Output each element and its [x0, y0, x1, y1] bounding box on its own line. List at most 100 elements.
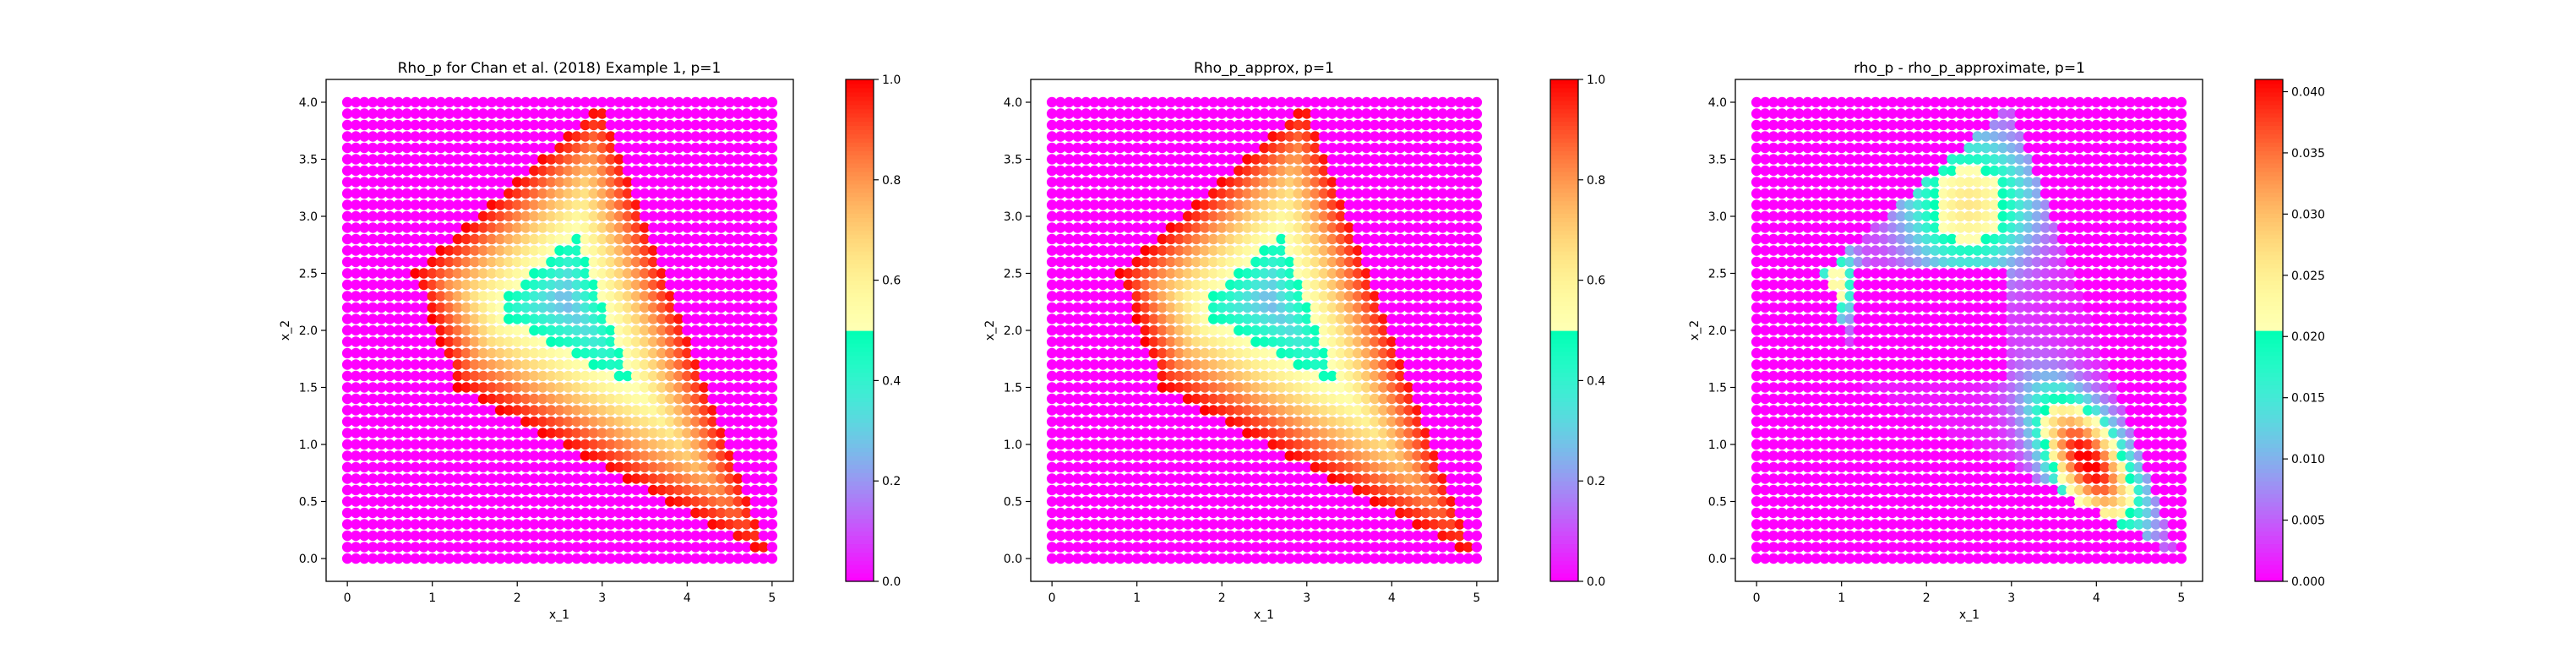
scatter-point: [580, 382, 591, 393]
scatter-point: [477, 210, 489, 222]
scatter-point: [469, 131, 481, 142]
scatter-point: [418, 313, 429, 324]
colorbar-segment: [1550, 259, 1578, 264]
scatter-point: [766, 347, 778, 359]
scatter-point: [613, 484, 625, 496]
scatter-point: [504, 484, 515, 496]
scatter-point: [418, 222, 429, 233]
scatter-point: [452, 416, 463, 428]
scatter-point: [359, 188, 370, 199]
scatter-point: [529, 154, 540, 165]
scatter-point: [504, 324, 515, 336]
scatter-point: [613, 131, 625, 142]
scatter-point: [460, 484, 472, 496]
scatter-point: [351, 553, 362, 564]
scatter-point: [393, 553, 404, 564]
scatter-point: [647, 370, 659, 382]
colorbar-segment: [1550, 79, 1578, 84]
scatter-point: [401, 96, 412, 108]
panel-1-colorbar: 0.00.20.40.60.81.0: [845, 74, 901, 589]
scatter-point: [494, 450, 506, 461]
scatter-point: [766, 302, 778, 313]
scatter-point: [469, 302, 481, 313]
scatter-point: [588, 347, 599, 359]
scatter-point: [477, 553, 489, 564]
scatter-point: [656, 439, 667, 450]
scatter-point: [435, 199, 446, 210]
scatter-point: [477, 439, 489, 450]
scatter-point: [520, 450, 531, 461]
scatter-point: [529, 461, 540, 473]
scatter-point: [766, 553, 778, 564]
colorbar-segment: [846, 564, 874, 570]
scatter-point: [563, 142, 574, 154]
scatter-point: [613, 256, 625, 268]
scatter-point: [554, 165, 565, 177]
scatter-point: [444, 530, 455, 542]
scatter-point: [435, 553, 446, 564]
scatter-point: [477, 359, 489, 370]
scatter-point: [486, 324, 498, 336]
scatter-point: [554, 245, 565, 256]
scatter-point: [588, 256, 599, 268]
panel-2-ylabel: x_2: [983, 320, 997, 341]
scatter-point: [435, 131, 446, 142]
scatter-point: [639, 530, 651, 542]
scatter-point: [469, 461, 481, 473]
scatter-point: [512, 279, 523, 291]
scatter-point: [605, 165, 616, 177]
scatter-point: [368, 439, 379, 450]
scatter-point: [418, 119, 429, 131]
scatter-point: [613, 313, 625, 324]
scatter-point: [452, 313, 463, 324]
scatter-point: [401, 165, 412, 177]
scatter-point: [351, 542, 362, 553]
scatter-point: [368, 154, 379, 165]
scatter-point: [622, 439, 634, 450]
scatter-point: [418, 96, 429, 108]
scatter-point: [460, 416, 472, 428]
scatter-point: [435, 222, 446, 233]
scatter-point: [613, 302, 625, 313]
scatter-point: [444, 165, 455, 177]
scatter-point: [477, 222, 489, 233]
scatter-point: [639, 336, 651, 347]
scatter-point: [401, 519, 412, 530]
scatter-point: [588, 393, 599, 405]
scatter-point: [622, 165, 634, 177]
scatter-point: [512, 165, 523, 177]
scatter-point: [460, 188, 472, 199]
scatter-point: [546, 405, 557, 416]
scatter-point: [401, 553, 412, 564]
y-tick-label: 0.5: [1004, 496, 1022, 510]
scatter-point: [656, 553, 667, 564]
scatter-point: [393, 382, 404, 393]
scatter-point: [452, 268, 463, 279]
scatter-point: [1471, 108, 1483, 119]
scatter-point: [504, 188, 515, 199]
scatter-point: [766, 416, 778, 428]
scatter-point: [512, 108, 523, 119]
scatter-point: [1471, 382, 1483, 393]
scatter-point: [563, 177, 574, 188]
scatter-point: [665, 154, 676, 165]
scatter-point: [546, 496, 557, 507]
scatter-point: [554, 461, 565, 473]
scatter-point: [605, 324, 616, 336]
scatter-point: [393, 461, 404, 473]
scatter-point: [494, 416, 506, 428]
scatter-point: [673, 450, 684, 461]
scatter-point: [605, 131, 616, 142]
colorbar-segment: [1550, 83, 1578, 89]
scatter-point: [512, 553, 523, 564]
scatter-point: [673, 439, 684, 450]
scatter-point: [452, 165, 463, 177]
colorbar-segment: [1550, 518, 1578, 524]
scatter-point: [410, 382, 421, 393]
colorbar-segment: [1550, 263, 1578, 269]
scatter-point: [766, 461, 778, 473]
scatter-point: [444, 119, 455, 131]
scatter-point: [341, 428, 353, 439]
scatter-point: [351, 370, 362, 382]
